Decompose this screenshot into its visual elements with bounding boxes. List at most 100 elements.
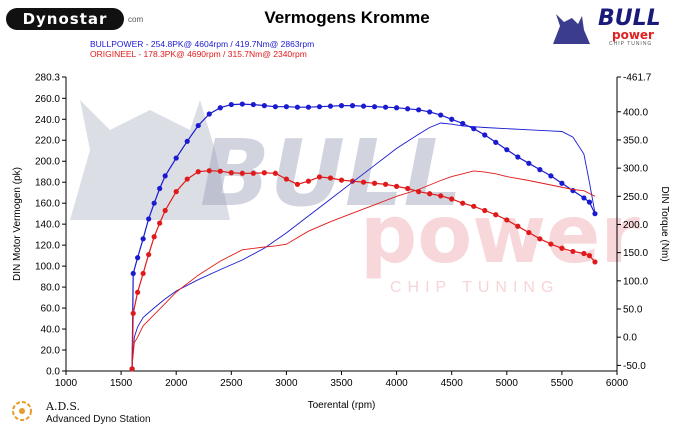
- origineel-power-point: [228, 170, 234, 176]
- y-right-tick-label: -461.7: [623, 73, 652, 84]
- bullpower-power-point: [382, 104, 389, 110]
- bullpower-power-point: [135, 255, 141, 261]
- y-right-tick-label: 200.0: [623, 220, 648, 231]
- bullpower-power-point: [360, 103, 367, 109]
- bullpower-power-point: [405, 106, 411, 112]
- y-left-tick-label: 160.0: [35, 199, 60, 210]
- bullpower-power-point: [460, 120, 466, 127]
- bullpower-power-point: [526, 160, 532, 166]
- origineel-power-point: [586, 253, 593, 259]
- origineel-power-point: [449, 196, 455, 202]
- y-left-tick-label: 220.0: [35, 136, 60, 147]
- bullpower-power-point: [559, 180, 565, 186]
- x-tick-label: 1000: [55, 378, 78, 389]
- y-left-tick-label: 80.0: [41, 283, 61, 294]
- y-right-tick-label: 400.0: [623, 107, 648, 118]
- origineel-power-point: [316, 174, 323, 180]
- bullpower-power-point: [250, 101, 256, 108]
- bullpower-power-point: [515, 154, 521, 160]
- origineel-power-point: [405, 185, 411, 192]
- bullpower-power-point: [438, 112, 444, 118]
- bullpower-power-point: [305, 104, 312, 110]
- bullpower-power-point: [338, 103, 345, 109]
- y-left-tick-label: 40.0: [41, 325, 61, 336]
- y-axis-right-label: DIN Torque (Nm): [659, 186, 670, 261]
- origineel-power-point: [493, 212, 499, 218]
- footer-subtitle: Advanced Dyno Station: [46, 414, 151, 425]
- origineel-power-point: [427, 191, 433, 197]
- bullpower-power-point: [261, 103, 267, 109]
- y-left-tick-label: 100.0: [35, 262, 60, 273]
- bullpower-power-point: [416, 107, 422, 113]
- origineel-power-point: [195, 169, 201, 175]
- bullpower-power-point: [195, 122, 201, 129]
- origineel-power-point: [130, 310, 136, 316]
- bullpower-power-point: [140, 236, 146, 242]
- origineel-power-point: [592, 259, 598, 265]
- origineel-power-point: [206, 168, 212, 174]
- bullpower-power-point: [493, 139, 499, 145]
- origineel-power-point: [360, 179, 367, 185]
- x-tick-label: 5000: [496, 378, 519, 389]
- y-left-tick-label: 120.0: [35, 241, 60, 252]
- x-tick-label: 1500: [110, 378, 133, 389]
- y-right-tick-label: 250.0: [623, 192, 648, 203]
- bullpower-power-point: [371, 104, 378, 110]
- origineel-power-point: [371, 180, 378, 186]
- bullpower-power-point: [162, 173, 168, 179]
- origineel-power-point: [559, 245, 565, 251]
- origineel-power-point: [162, 207, 168, 214]
- bullpower-power-point: [427, 109, 433, 115]
- origineel-power-point: [217, 168, 223, 174]
- origineel-power-point: [526, 229, 532, 236]
- origineel-power-point: [382, 181, 389, 187]
- origineel-power-point: [140, 270, 146, 277]
- bullpower-logo-power: power: [612, 28, 654, 42]
- dynostar-logo-suffix: com: [128, 15, 144, 24]
- origineel-power-point: [261, 170, 267, 176]
- origineel-torque-line: [131, 170, 596, 366]
- y-right-tick-label: -50.0: [623, 361, 646, 372]
- bull-logo-icon: [553, 14, 590, 44]
- bullpower-power-point: [283, 104, 289, 110]
- x-tick-label: 3000: [275, 378, 298, 389]
- x-tick-label: 4500: [441, 378, 464, 389]
- y-right-tick-label: 50.0: [623, 305, 643, 316]
- origineel-power-point: [548, 241, 554, 247]
- origineel-power-point: [294, 181, 301, 187]
- origineel-power-point: [394, 183, 400, 189]
- y-right-tick-label: 150.0: [623, 248, 648, 259]
- origineel-power-point: [515, 223, 521, 229]
- origineel-power-point: [504, 217, 510, 223]
- y-right-tick-label: 300.0: [623, 164, 648, 175]
- x-tick-label: 2000: [165, 378, 188, 389]
- y-right-tick-label: 0.0: [623, 333, 637, 344]
- bullpower-power-point: [581, 195, 587, 201]
- y-left-tick-label: 260.0: [35, 94, 60, 105]
- bullpower-power-point: [239, 101, 245, 107]
- bullpower-power-point: [184, 138, 190, 144]
- bullpower-logo-chip: CHIP TUNING: [609, 41, 653, 47]
- origineel-power-point: [537, 236, 543, 242]
- origineel-power-point: [283, 176, 289, 182]
- origineel-power-point: [135, 289, 141, 295]
- bullpower-power-point: [130, 270, 136, 277]
- origineel-power-point: [250, 170, 256, 176]
- y-right-tick-label: 100.0: [623, 276, 648, 287]
- bullpower-power-point: [394, 105, 400, 111]
- chart-title: Vermogens Kromme: [264, 8, 430, 27]
- bullpower-power-point: [316, 104, 323, 110]
- dynostar-logo: Dynostar: [6, 8, 124, 30]
- legend-bullpower: BULLPOWER - 254.8PK@ 4604rpm / 419.7Nm@ …: [90, 39, 315, 49]
- watermark-bull-icon: [70, 100, 230, 220]
- origineel-power-point: [157, 220, 163, 226]
- origineel-power-point: [151, 234, 157, 240]
- bullpower-power-point: [449, 116, 455, 122]
- origineel-power-point: [146, 251, 152, 258]
- bullpower-torque-line: [131, 122, 596, 366]
- y-left-tick-label: 0.0: [46, 367, 60, 378]
- origineel-power-point: [581, 250, 587, 257]
- origineel-power-point: [349, 178, 356, 184]
- bullpower-power-point: [272, 104, 278, 110]
- bullpower-power-point: [548, 173, 554, 179]
